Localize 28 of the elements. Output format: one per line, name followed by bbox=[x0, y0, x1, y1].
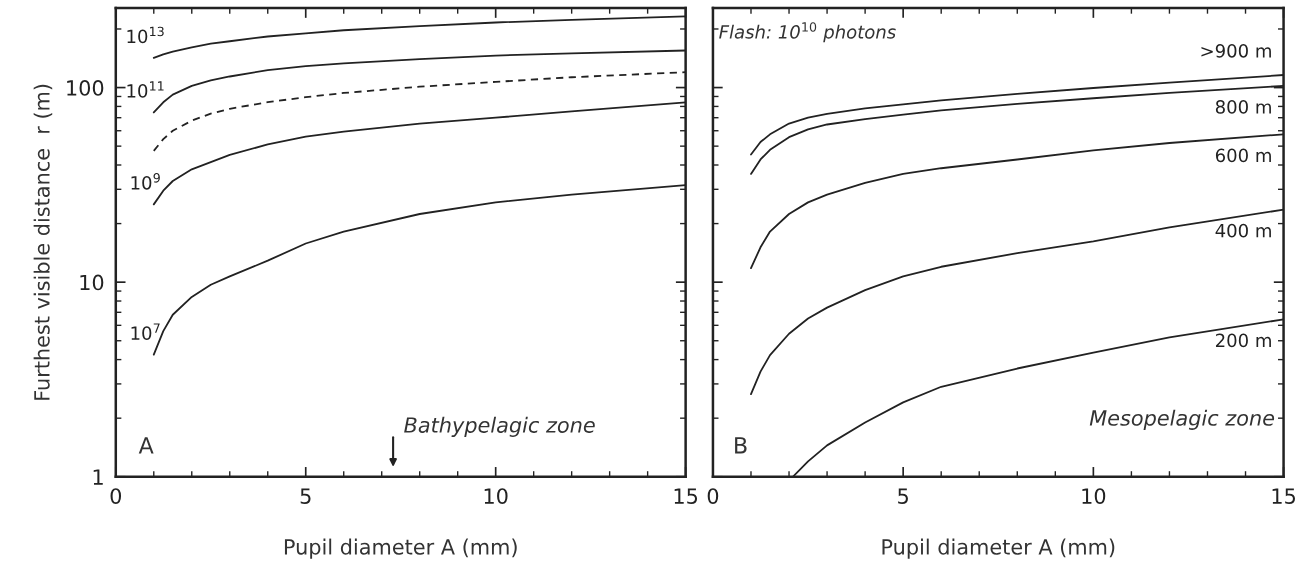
annotation: Mesopelagic zone bbox=[1089, 409, 1275, 430]
y-tick-label: 10 bbox=[80, 274, 104, 291]
legend-label: 800 m bbox=[1215, 100, 1271, 114]
series-label: 10$^{11}$ bbox=[127, 81, 164, 98]
x-tick-label: 5 bbox=[300, 488, 311, 504]
legend-label: 10$^{13}$ bbox=[127, 26, 164, 44]
x-tick-label: 10 bbox=[1082, 488, 1106, 504]
legend-label: 600 m bbox=[1215, 148, 1271, 163]
legend-label: >900 m bbox=[1201, 43, 1271, 58]
legend-label: 200 m bbox=[1215, 333, 1271, 348]
y-axis-title: Furthest visible distance r (m) bbox=[33, 84, 53, 400]
annotation: A bbox=[138, 437, 154, 454]
x-axis-title: Pupil diameter A (mm) bbox=[882, 538, 1115, 559]
legend-label: 400 m bbox=[1215, 223, 1271, 238]
y-tick-label: 100 bbox=[67, 80, 104, 96]
annotation: B bbox=[735, 437, 747, 454]
x-tick-label: 10 bbox=[484, 488, 508, 504]
y-tick-label: 1 bbox=[93, 469, 103, 485]
x-tick-label: 15 bbox=[674, 488, 698, 504]
x-axis-title: Pupil diameter A (mm) bbox=[284, 538, 517, 559]
x-tick-label: 5 bbox=[898, 488, 908, 504]
annotation: Flash: 10$^{10}$ photons bbox=[719, 22, 896, 43]
x-tick-label: 0 bbox=[707, 488, 719, 504]
x-tick-label: 0 bbox=[110, 488, 122, 504]
annotation: Bathypelagic zone bbox=[404, 416, 595, 437]
series-label: 10$^{7}$ bbox=[131, 323, 160, 340]
x-tick-label: 15 bbox=[1272, 488, 1295, 504]
series-label: 10$^{9}$ bbox=[131, 173, 160, 190]
